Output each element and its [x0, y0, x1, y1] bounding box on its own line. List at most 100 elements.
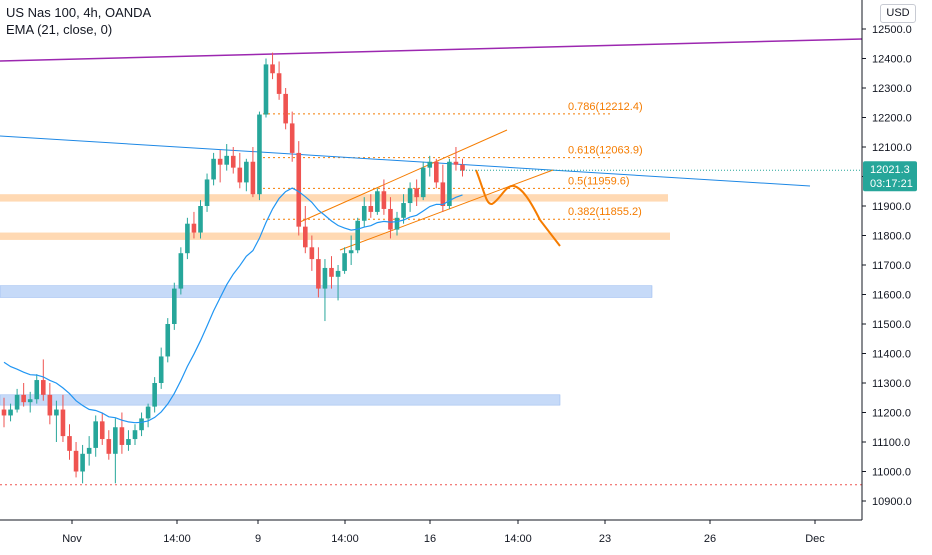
candle-body: [283, 93, 288, 124]
candle-body: [257, 114, 262, 195]
blue-trendline: [0, 135, 811, 187]
candle-body: [113, 427, 118, 454]
ema-legend: EMA (21, close, 0): [6, 22, 113, 37]
time-tick-label: 14:00: [504, 533, 532, 545]
zone-orange: [0, 232, 670, 240]
fib-label: 0.5(11959.6): [568, 175, 630, 187]
candle-body: [198, 206, 203, 233]
candle-body: [99, 421, 105, 440]
candle-body: [361, 206, 367, 221]
candle-body: [434, 161, 439, 183]
candle-body: [414, 188, 419, 198]
time-tick-label: Dec: [805, 533, 825, 545]
price-tick-label: 11000.0: [872, 467, 911, 479]
candle-body: [191, 223, 197, 233]
ema-line: [3, 187, 463, 424]
candle-body: [460, 164, 465, 171]
candle-body: [348, 250, 354, 254]
price-tick-label: 12400.0: [872, 54, 912, 66]
candle-body: [21, 394, 26, 403]
candles-layer: [1, 52, 465, 484]
candle-body: [34, 380, 40, 400]
time-tick-label: Nov: [62, 533, 82, 545]
candle-body: [204, 179, 210, 206]
candle-body: [47, 394, 53, 416]
candle-body: [388, 208, 393, 230]
candle-body: [217, 158, 223, 165]
time-tick-label: 14:00: [331, 533, 359, 545]
candle-body: [368, 206, 374, 212]
candle-body: [270, 64, 275, 74]
zone-blue: [0, 394, 561, 406]
candle-body: [152, 383, 157, 407]
price-tick-label: 10900.0: [872, 496, 912, 508]
candle-body: [126, 439, 131, 445]
candle-body: [447, 161, 452, 206]
axis-layer: 12500.012400.012300.012200.012100.012000…: [0, 0, 917, 545]
candle-body: [322, 267, 328, 289]
time-tick-label: 9: [255, 533, 261, 545]
current-price-badge: [863, 161, 917, 192]
time-tick-label: 26: [704, 533, 716, 545]
candle-body: [250, 161, 256, 195]
candle-body: [420, 167, 426, 198]
price-tick-label: 11200.0: [872, 408, 911, 420]
candle-body: [316, 259, 321, 289]
candle-body: [427, 161, 433, 168]
price-tick-label: 11400.0: [872, 349, 911, 361]
candle-body: [60, 409, 66, 437]
candle-body: [375, 191, 380, 212]
candle-body: [185, 223, 190, 254]
candle-body: [440, 182, 446, 206]
current-price-value: 12021.3: [870, 164, 910, 176]
fib-label: 0.382(11855.2): [568, 206, 642, 218]
candle-body: [224, 155, 229, 165]
candle-body: [211, 158, 216, 180]
candle-body: [303, 226, 308, 248]
candle-body: [172, 288, 177, 324]
price-tick-label: 11600.0: [872, 290, 911, 302]
candle-body: [67, 436, 72, 451]
zones-layer: [0, 194, 670, 406]
candle-body: [178, 253, 184, 289]
time-tick-label: 16: [424, 533, 436, 545]
candle-body: [93, 421, 98, 448]
candle-body: [401, 203, 406, 218]
channel-lower: [339, 169, 554, 251]
projection-layer: [475, 169, 561, 247]
channel-upper: [299, 129, 508, 223]
time-tick-label: 23: [599, 533, 611, 545]
candle-body: [407, 188, 413, 204]
symbol-title: US Nas 100, 4h, OANDA: [6, 5, 152, 20]
price-tick-label: 12200.0: [872, 113, 912, 125]
candle-body: [80, 453, 85, 472]
candle-body: [14, 394, 20, 410]
candle-body: [1, 409, 7, 416]
countdown-timer: 03:17:21: [870, 178, 913, 190]
candle-body: [309, 247, 315, 260]
candle-body: [296, 152, 302, 227]
candle-body: [289, 123, 295, 153]
price-tick-label: 12100.0: [872, 142, 912, 154]
candle-body: [27, 399, 33, 403]
candle-body: [355, 220, 360, 251]
candle-body: [132, 430, 138, 440]
candle-body: [263, 64, 269, 115]
purple-trendline: [0, 38, 863, 62]
fib-label: 0.786(12212.4): [568, 101, 643, 113]
candle-body: [394, 217, 400, 230]
fib-layer: 0.786(12212.4) 0.618(12063.9) 0.5(11959.6)…: [263, 101, 643, 220]
currency-button[interactable]: USD: [880, 4, 916, 23]
price-tick-label: 11900.0: [872, 201, 911, 213]
candle-body: [86, 447, 92, 454]
candle-body: [119, 427, 125, 445]
candle-body: [73, 450, 79, 472]
candle-body: [335, 270, 341, 277]
price-tick-label: 12500.0: [872, 24, 912, 36]
price-tick-label: 11100.0: [872, 437, 910, 449]
candle-body: [237, 167, 243, 183]
candle-body: [106, 439, 112, 454]
ema-layer: [3, 187, 463, 424]
